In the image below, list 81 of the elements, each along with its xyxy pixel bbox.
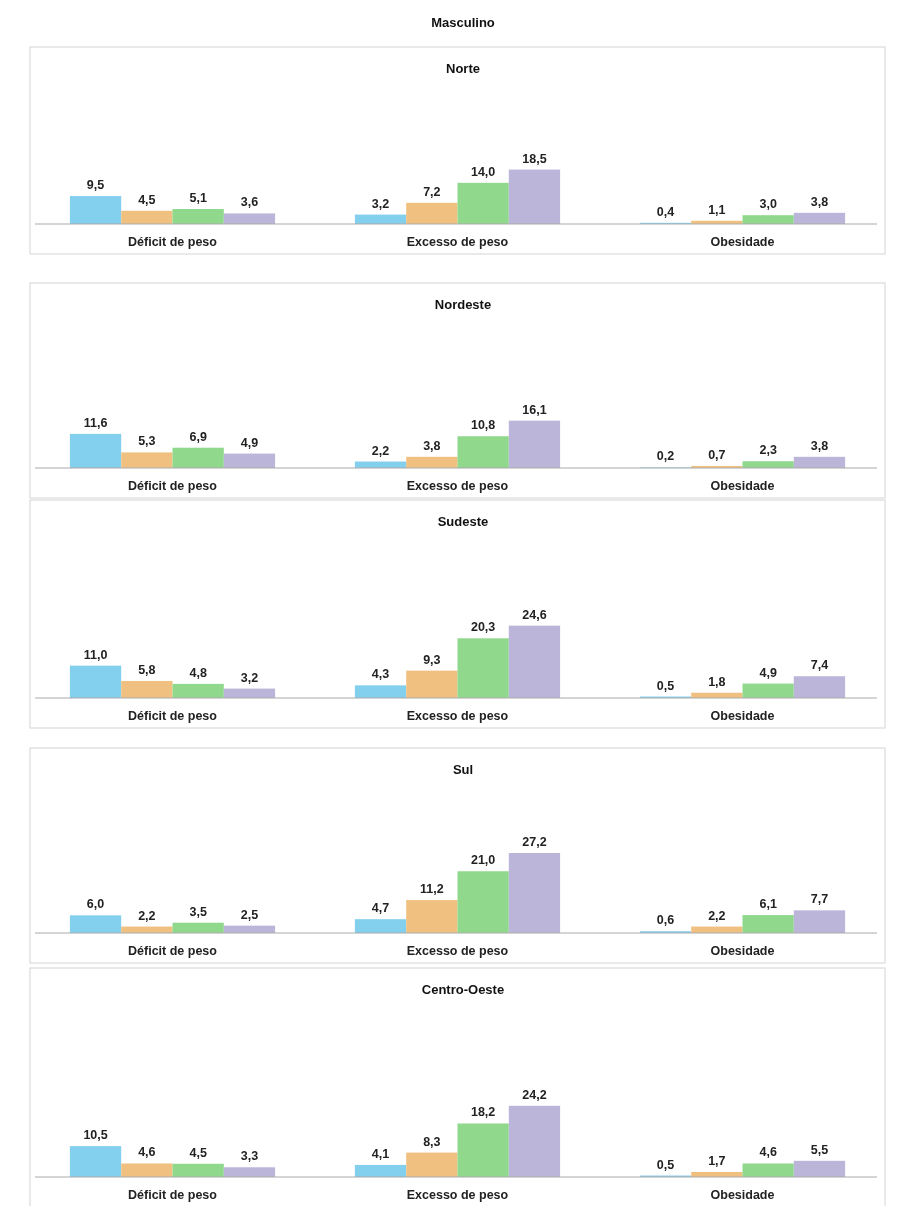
data-label: 10,8	[470, 418, 496, 433]
x-tick-label: Obesidade	[710, 1188, 775, 1202]
chart-title: Sudeste	[437, 514, 489, 529]
data-label: 5,8	[138, 662, 156, 677]
data-label: 3,3	[240, 1149, 259, 1164]
data-label: 4,5	[138, 192, 156, 207]
data-label: 3,5	[189, 904, 207, 919]
data-label: 1,1	[708, 202, 726, 217]
data-label: 2,3	[759, 443, 777, 458]
chart-title: Masculino	[431, 15, 495, 30]
data-label: 1,8	[708, 674, 726, 689]
data-label: 7,2	[423, 184, 441, 199]
data-label: 18,5	[522, 151, 547, 166]
x-tick-label: Excesso de peso	[406, 1188, 509, 1202]
data-label: 4,1	[371, 1146, 390, 1161]
data-label: 21,0	[470, 853, 496, 868]
data-label: 0,5	[656, 1157, 675, 1172]
data-label: 5,1	[189, 191, 207, 205]
x-tick-label: Déficit de peso	[128, 1188, 218, 1202]
data-label: 16,1	[522, 402, 547, 417]
data-label: 4,6	[138, 1145, 156, 1160]
data-label: 7,7	[810, 892, 829, 907]
data-label: 1,7	[708, 1154, 726, 1168]
data-label: 4,9	[240, 435, 259, 450]
x-tick-label: Déficit de peso	[128, 944, 218, 958]
data-label: 2,2	[138, 908, 156, 923]
data-label: 11,6	[83, 415, 108, 430]
x-tick-label: Excesso de peso	[406, 709, 509, 723]
data-label: 3,2	[240, 670, 259, 685]
data-label: 11,0	[83, 647, 108, 662]
data-label: 4,8	[189, 665, 207, 680]
data-label: 4,7	[371, 901, 390, 916]
data-label: 4,9	[759, 665, 777, 680]
data-label: 0,5	[656, 678, 675, 693]
x-tick-label: Excesso de peso	[406, 235, 509, 249]
data-label: 0,7	[708, 447, 726, 462]
data-label: 0,6	[656, 913, 675, 928]
x-tick-label: Déficit de peso	[128, 709, 218, 723]
data-label: 3,8	[810, 438, 829, 453]
data-label: 0,4	[656, 204, 675, 219]
data-label: 27,2	[522, 835, 547, 849]
data-label: 5,5	[810, 1142, 829, 1157]
data-label: 7,4	[810, 658, 829, 673]
data-label: 3,0	[759, 197, 777, 212]
data-label: 5,3	[138, 434, 156, 449]
data-label: 24,6	[522, 607, 547, 622]
data-label: 3,2	[371, 196, 390, 211]
x-tick-label: Déficit de peso	[128, 479, 218, 493]
data-label: 24,2	[522, 1087, 547, 1102]
x-tick-label: Obesidade	[710, 235, 775, 249]
data-label: 9,5	[86, 178, 105, 193]
data-label: 4,5	[189, 1145, 207, 1160]
x-tick-label: Excesso de peso	[406, 944, 509, 958]
x-tick-label: Obesidade	[710, 709, 775, 723]
data-label: 3,8	[423, 438, 441, 453]
data-label: 6,9	[189, 429, 207, 444]
data-label: 11,2	[420, 882, 444, 897]
data-label: 4,6	[759, 1145, 777, 1160]
data-label: 6,1	[759, 897, 777, 912]
data-label: 20,3	[470, 620, 496, 635]
data-label: 9,3	[423, 652, 441, 667]
x-tick-label: Déficit de peso	[128, 235, 218, 249]
x-tick-label: Excesso de peso	[406, 479, 509, 493]
data-label: 3,8	[810, 194, 829, 209]
x-tick-label: Obesidade	[710, 944, 775, 958]
chart-title: Nordeste	[434, 297, 492, 312]
data-label: 3,6	[240, 195, 259, 210]
data-label: 14,0	[470, 164, 496, 179]
data-label: 2,2	[708, 908, 726, 923]
x-tick-label: Obesidade	[710, 479, 775, 493]
data-label: 2,2	[371, 443, 390, 458]
data-label: 2,5	[240, 907, 259, 922]
chart-title: Sul	[452, 762, 474, 777]
chart-subtitle: Norte	[446, 61, 480, 76]
data-label: 10,5	[83, 1128, 108, 1143]
data-label: 8,3	[423, 1134, 441, 1149]
data-label: 6,0	[86, 897, 105, 912]
data-label: 18,2	[470, 1105, 496, 1120]
data-label: 4,3	[371, 667, 390, 682]
chart-title: Centro-Oeste	[421, 982, 505, 997]
data-label: 0,2	[656, 449, 675, 464]
